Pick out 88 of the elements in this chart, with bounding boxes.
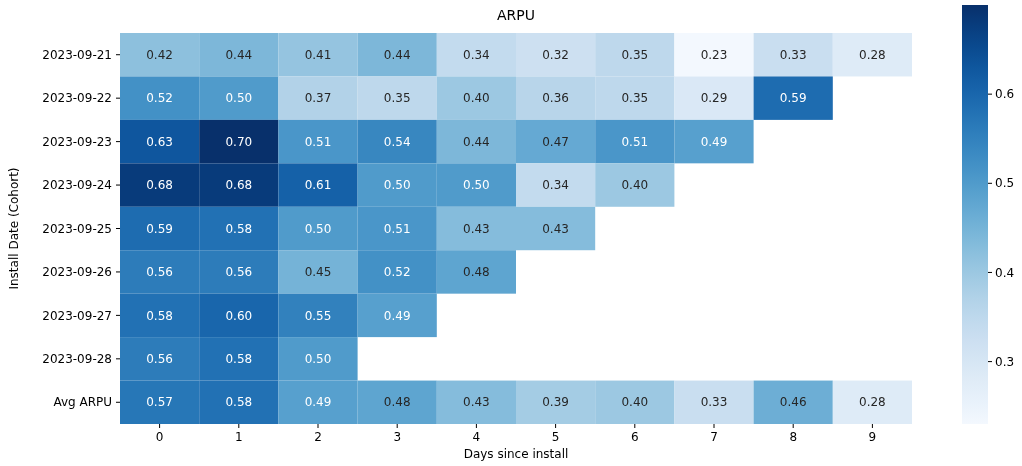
data-label: 0.48 — [463, 265, 490, 280]
data-label: 0.50 — [225, 91, 253, 106]
data-label: 0.32 — [542, 47, 569, 62]
x-tick-label: 4 — [472, 430, 481, 444]
data-label: 0.56 — [146, 265, 173, 280]
data-label: 0.60 — [225, 308, 253, 323]
data-label: 0.52 — [146, 91, 173, 106]
data-label: 0.54 — [383, 134, 411, 149]
x-tick-label: 2 — [314, 430, 322, 444]
data-label: 0.70 — [225, 134, 253, 149]
data-label: 0.50 — [304, 352, 332, 367]
data-label: 0.28 — [859, 47, 886, 62]
data-label: 0.40 — [463, 91, 490, 106]
data-label: 0.59 — [779, 91, 807, 106]
y-tick-label: 2023-09-23 — [42, 134, 112, 149]
data-label: 0.44 — [463, 134, 490, 149]
data-label: 0.36 — [542, 91, 569, 106]
y-tick-label: Avg ARPU — [53, 395, 112, 410]
data-label: 0.58 — [225, 395, 253, 410]
data-label: 0.35 — [621, 47, 649, 62]
x-tick-label: 9 — [868, 430, 877, 444]
data-label: 0.28 — [859, 395, 886, 410]
data-label: 0.58 — [225, 352, 253, 367]
data-label: 0.58 — [146, 308, 173, 323]
data-label: 0.47 — [542, 134, 569, 149]
data-label: 0.43 — [542, 221, 569, 236]
data-label: 0.49 — [383, 308, 411, 323]
data-label: 0.61 — [304, 178, 332, 193]
data-label: 0.48 — [383, 395, 411, 410]
y-axis-title: Install Date (Cohort) — [7, 167, 21, 290]
y-tick-label: 2023-09-28 — [42, 352, 112, 367]
x-tick-label: 6 — [630, 430, 639, 444]
data-label: 0.51 — [304, 134, 332, 149]
data-label: 0.41 — [304, 47, 332, 62]
data-label: 0.39 — [542, 395, 569, 410]
data-label: 0.35 — [621, 91, 649, 106]
data-label: 0.49 — [304, 395, 332, 410]
data-label: 0.35 — [383, 91, 411, 106]
y-tick-label: 2023-09-26 — [42, 265, 112, 280]
data-label: 0.50 — [304, 221, 332, 236]
data-label: 0.29 — [700, 91, 728, 106]
y-tick-label: 2023-09-24 — [42, 178, 112, 193]
x-tick-label: 5 — [551, 430, 560, 444]
data-label: 0.23 — [700, 47, 728, 62]
chart-title: ARPU — [497, 7, 535, 23]
data-label: 0.43 — [463, 395, 490, 410]
data-label: 0.49 — [700, 134, 728, 149]
data-label: 0.51 — [383, 221, 411, 236]
data-label: 0.44 — [383, 47, 411, 62]
y-tick-label: 2023-09-27 — [42, 308, 112, 323]
x-tick-label: 1 — [234, 430, 243, 444]
color-bar-label: 0.3 — [995, 354, 1015, 369]
data-label: 0.58 — [225, 221, 253, 236]
data-label: 0.57 — [146, 395, 173, 410]
x-tick-label: 3 — [393, 430, 402, 444]
data-label: 0.52 — [383, 265, 411, 280]
y-tick-label: 2023-09-21 — [42, 47, 112, 62]
data-label: 0.56 — [146, 352, 173, 367]
data-label: 0.59 — [146, 221, 173, 236]
x-tick-label: 8 — [789, 430, 798, 444]
data-label: 0.68 — [225, 178, 253, 193]
color-bar-label: 0.6 — [995, 87, 1015, 102]
data-label: 0.63 — [146, 134, 173, 149]
data-label: 0.34 — [463, 47, 490, 62]
color-bar-label: 0.5 — [995, 176, 1015, 191]
color-bar-label: 0.4 — [995, 265, 1015, 280]
data-label: 0.46 — [779, 395, 807, 410]
data-label: 0.45 — [304, 265, 332, 280]
data-label: 0.50 — [383, 178, 411, 193]
data-label: 0.55 — [304, 308, 332, 323]
y-tick-label: 2023-09-25 — [42, 221, 112, 236]
data-label: 0.37 — [304, 91, 332, 106]
x-axis-title: Days since install — [463, 447, 569, 461]
data-label: 0.44 — [225, 47, 253, 62]
data-label: 0.68 — [146, 178, 173, 193]
x-tick-label: 7 — [710, 430, 718, 444]
data-label: 0.33 — [779, 47, 807, 62]
data-label: 0.42 — [146, 47, 173, 62]
data-label: 0.33 — [700, 395, 728, 410]
data-label: 0.43 — [463, 221, 490, 236]
data-label: 0.40 — [621, 178, 649, 193]
data-label: 0.34 — [542, 178, 569, 193]
y-tick-label: 2023-09-22 — [42, 91, 112, 106]
data-label: 0.51 — [621, 134, 649, 149]
data-label: 0.56 — [225, 265, 253, 280]
data-label: 0.50 — [463, 178, 490, 193]
x-tick-label: 0 — [155, 430, 164, 444]
data-label: 0.40 — [621, 395, 649, 410]
